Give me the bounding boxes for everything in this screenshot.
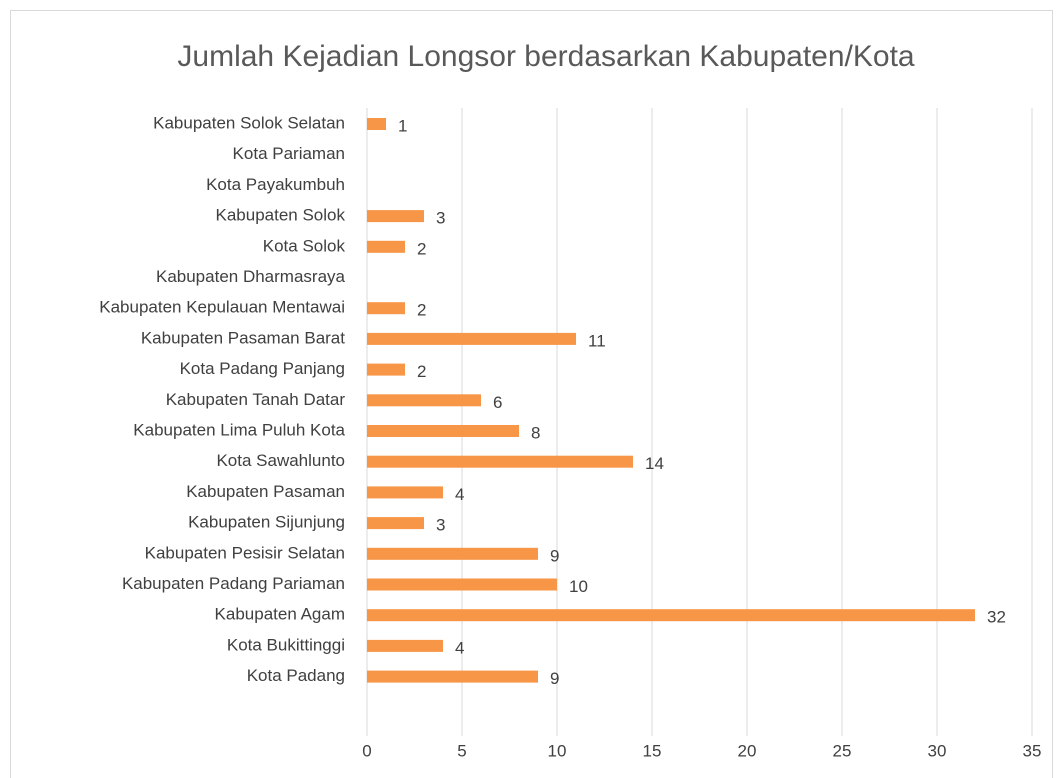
bar bbox=[367, 517, 424, 530]
data-label: 9 bbox=[550, 546, 559, 565]
bar bbox=[367, 363, 405, 376]
data-label: 1 bbox=[398, 116, 407, 135]
y-tick-label: Kabupaten Tanah Datar bbox=[166, 390, 346, 409]
data-label: 2 bbox=[417, 362, 426, 381]
data-label: 10 bbox=[569, 577, 588, 596]
bar bbox=[367, 210, 424, 223]
x-tick-label: 5 bbox=[457, 741, 466, 760]
y-tick-label: Kabupaten Pasaman Barat bbox=[141, 328, 345, 347]
bar bbox=[367, 578, 557, 591]
bar bbox=[367, 240, 405, 253]
y-tick-label: Kota Padang Panjang bbox=[180, 359, 345, 378]
x-tick-label: 10 bbox=[548, 741, 567, 760]
y-tick-label: Kota Sawahlunto bbox=[216, 451, 345, 470]
chart-title: Jumlah Kejadian Longsor berdasarkan Kabu… bbox=[177, 40, 914, 73]
data-label: 2 bbox=[417, 239, 426, 258]
y-tick-label: Kabupaten Lima Puluh Kota bbox=[133, 420, 345, 439]
x-tick-label: 25 bbox=[833, 741, 852, 760]
y-tick-label: Kabupaten Solok Selatan bbox=[153, 113, 345, 132]
bar bbox=[367, 547, 538, 560]
y-tick-label: Kota Payakumbuh bbox=[206, 175, 345, 194]
chart-border bbox=[10, 10, 1053, 778]
x-tick-label: 20 bbox=[738, 741, 757, 760]
data-label: 3 bbox=[436, 209, 445, 228]
data-label: 6 bbox=[493, 393, 502, 412]
y-tick-label: Kabupaten Pesisir Selatan bbox=[145, 543, 345, 562]
y-tick-label: Kota Padang bbox=[247, 666, 345, 685]
y-tick-label: Kabupaten Kepulauan Mentawai bbox=[99, 298, 345, 317]
bar bbox=[367, 394, 481, 407]
bar bbox=[367, 118, 386, 130]
x-tick-label: 0 bbox=[362, 741, 371, 760]
y-tick-label: Kabupaten Padang Pariaman bbox=[122, 574, 345, 593]
bar bbox=[367, 486, 443, 499]
x-tick-label: 35 bbox=[1023, 741, 1042, 760]
bar bbox=[367, 639, 443, 652]
y-tick-label: Kota Pariaman bbox=[233, 144, 345, 163]
y-tick-label: Kabupaten Agam bbox=[215, 605, 345, 624]
data-label: 2 bbox=[417, 301, 426, 320]
bar bbox=[367, 609, 975, 622]
x-tick-label: 30 bbox=[928, 741, 947, 760]
y-tick-label: Kabupaten Sijunjung bbox=[188, 513, 345, 532]
data-label: 14 bbox=[645, 454, 664, 473]
bar bbox=[367, 332, 576, 345]
bar bbox=[367, 455, 633, 468]
y-tick-label: Kota Bukittinggi bbox=[227, 635, 345, 654]
data-label: 9 bbox=[550, 669, 559, 688]
y-tick-label: Kota Solok bbox=[263, 236, 346, 255]
bar bbox=[367, 302, 405, 315]
data-label: 4 bbox=[455, 485, 464, 504]
x-tick-label: 15 bbox=[643, 741, 662, 760]
data-label: 4 bbox=[455, 638, 464, 657]
data-label: 11 bbox=[588, 331, 606, 350]
y-tick-label: Kabupaten Pasaman bbox=[186, 482, 345, 501]
bar bbox=[367, 670, 538, 683]
data-label: 32 bbox=[987, 608, 1006, 627]
y-tick-label: Kabupaten Solok bbox=[216, 206, 346, 225]
data-label: 3 bbox=[436, 516, 445, 535]
y-tick-label: Kabupaten Dharmasraya bbox=[156, 267, 346, 286]
bar bbox=[367, 425, 519, 437]
data-label: 8 bbox=[531, 423, 540, 442]
